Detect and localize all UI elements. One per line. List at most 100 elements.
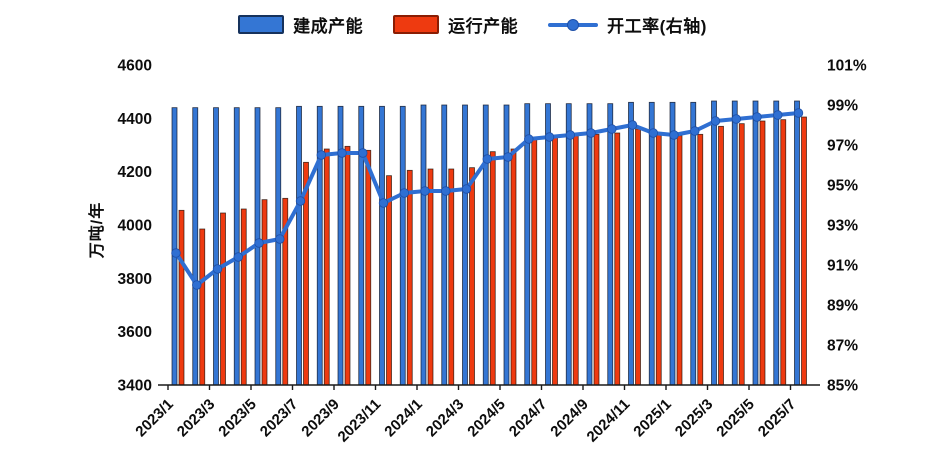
legend-label: 开工率(右轴) bbox=[607, 17, 707, 36]
legend-item-running-capacity[interactable]: 运行产能 bbox=[393, 12, 518, 37]
bar-built-capacity bbox=[669, 101, 676, 386]
bar-built-capacity bbox=[690, 101, 697, 386]
x-axis-tick-label: 2025/5 bbox=[713, 396, 757, 440]
operating-rate-marker bbox=[690, 126, 700, 136]
bar-running-capacity bbox=[199, 228, 206, 386]
bar-built-capacity bbox=[628, 101, 634, 386]
operating-rate-marker bbox=[627, 120, 638, 130]
operating-rate-marker bbox=[731, 114, 742, 124]
operating-rate-marker bbox=[378, 198, 389, 208]
bar-built-capacity bbox=[482, 104, 489, 386]
operating-rate-marker bbox=[212, 264, 223, 274]
y-axis-right-tick-label: 93% bbox=[827, 218, 858, 235]
operating-rate-marker bbox=[441, 186, 451, 196]
x-axis-tick-label: 2023/5 bbox=[215, 396, 259, 440]
bar-built-capacity bbox=[711, 100, 717, 386]
chart-legend: 建成产能 运行产能 开工率(右轴) bbox=[0, 12, 945, 37]
operating-rate-marker bbox=[316, 150, 327, 160]
bar-built-capacity bbox=[794, 100, 800, 386]
bar-running-capacity bbox=[655, 133, 662, 386]
x-axis-tick-label: 2023/1 bbox=[132, 396, 176, 440]
running-capacity-swatch-icon bbox=[393, 15, 440, 34]
bar-built-capacity bbox=[399, 105, 406, 386]
operating-rate-marker bbox=[171, 248, 181, 258]
operating-rate-marker bbox=[192, 280, 202, 290]
y-axis-right-tick-label: 85% bbox=[827, 378, 858, 395]
bar-built-capacity bbox=[462, 104, 468, 386]
operating-rate-marker bbox=[773, 110, 783, 120]
bar-built-capacity bbox=[379, 105, 385, 386]
operating-rate-line-icon bbox=[548, 18, 599, 32]
y-axis-left-tick-label: 4400 bbox=[118, 111, 152, 128]
bar-running-capacity bbox=[738, 123, 745, 386]
bar-running-capacity bbox=[697, 133, 704, 386]
operating-rate-marker bbox=[461, 184, 472, 194]
bar-running-capacity bbox=[365, 149, 372, 386]
y-axis-right-tick-label: 87% bbox=[827, 338, 858, 355]
legend-item-built-capacity[interactable]: 建成产能 bbox=[238, 12, 363, 37]
x-axis-tick-label: 2024/7 bbox=[506, 396, 550, 440]
legend-item-operating-rate[interactable]: 开工率(右轴) bbox=[548, 12, 707, 37]
bar-built-capacity bbox=[503, 104, 510, 386]
y-axis-left-tick-label: 4000 bbox=[118, 218, 152, 235]
operating-rate-marker bbox=[710, 116, 721, 126]
bar-built-capacity bbox=[607, 103, 614, 386]
x-axis-tick-label: 2025/3 bbox=[672, 396, 716, 440]
bar-running-capacity bbox=[386, 175, 392, 386]
bar-running-capacity bbox=[801, 116, 807, 386]
operating-rate-marker bbox=[524, 134, 534, 144]
x-axis-tick-label: 2023/3 bbox=[174, 396, 218, 440]
bar-built-capacity bbox=[296, 105, 302, 386]
bar-built-capacity bbox=[586, 103, 593, 386]
operating-rate-marker bbox=[669, 130, 679, 140]
y-axis-right-tick-label: 97% bbox=[827, 138, 858, 155]
operating-rate-marker bbox=[793, 108, 804, 118]
x-axis-tick-label: 2024/3 bbox=[423, 396, 467, 440]
operating-rate-marker bbox=[482, 154, 493, 164]
x-axis-tick-label: 2023/11 bbox=[335, 396, 385, 446]
bar-running-capacity bbox=[572, 135, 579, 386]
y-axis-left-tick-label: 3400 bbox=[118, 378, 152, 395]
operating-rate-marker bbox=[420, 186, 430, 196]
operating-rate-marker bbox=[399, 188, 410, 198]
bar-running-capacity bbox=[323, 148, 330, 386]
bar-built-capacity bbox=[275, 107, 282, 386]
bar-running-capacity bbox=[406, 169, 413, 386]
bar-built-capacity bbox=[773, 100, 780, 386]
y-axis-left-tick-label: 4200 bbox=[118, 164, 152, 181]
y-axis-right-tick-label: 91% bbox=[827, 258, 858, 275]
bar-running-capacity bbox=[448, 168, 455, 386]
y-axis-left-tick-label: 3600 bbox=[118, 324, 152, 341]
bar-built-capacity bbox=[316, 105, 323, 386]
bar-built-capacity bbox=[171, 107, 178, 386]
bar-running-capacity bbox=[510, 148, 517, 386]
bar-running-capacity bbox=[469, 167, 475, 386]
bar-running-capacity bbox=[635, 128, 641, 386]
bar-running-capacity bbox=[614, 132, 621, 386]
bar-running-capacity bbox=[427, 168, 434, 386]
operating-rate-marker bbox=[752, 112, 762, 122]
operating-rate-marker bbox=[648, 128, 659, 138]
y-axis-left-tick-label: 4600 bbox=[118, 58, 152, 75]
bar-built-capacity bbox=[648, 101, 655, 386]
x-axis-tick-label: 2024/11 bbox=[584, 396, 634, 446]
bar-built-capacity bbox=[192, 107, 199, 386]
legend-label: 运行产能 bbox=[448, 17, 519, 36]
bar-running-capacity bbox=[593, 133, 600, 386]
bar-built-capacity bbox=[337, 105, 344, 386]
operating-rate-marker bbox=[607, 124, 617, 134]
bar-built-capacity bbox=[752, 100, 759, 386]
bar-running-capacity bbox=[220, 212, 226, 386]
operating-rate-marker bbox=[586, 128, 596, 138]
bar-running-capacity bbox=[178, 209, 185, 386]
operating-rate-marker bbox=[337, 148, 347, 158]
y-axis-right-tick-label: 99% bbox=[827, 98, 858, 115]
bar-built-capacity bbox=[731, 100, 738, 386]
bar-running-capacity bbox=[531, 137, 538, 386]
operating-rate-marker bbox=[503, 152, 513, 162]
operating-rate-marker bbox=[544, 132, 555, 142]
bar-running-capacity bbox=[759, 120, 766, 386]
y-axis-right-tick-label: 101% bbox=[827, 58, 867, 75]
